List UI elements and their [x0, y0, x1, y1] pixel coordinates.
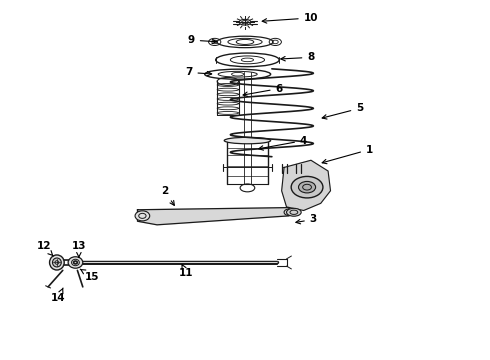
Ellipse shape: [49, 255, 64, 270]
Text: 3: 3: [296, 215, 317, 224]
Ellipse shape: [287, 208, 301, 216]
Text: 13: 13: [72, 241, 86, 257]
Text: 12: 12: [36, 241, 53, 256]
Text: 7: 7: [185, 67, 212, 77]
Text: 10: 10: [262, 13, 318, 23]
Ellipse shape: [291, 176, 323, 198]
Text: 14: 14: [51, 288, 66, 303]
Ellipse shape: [72, 259, 79, 266]
Text: 1: 1: [322, 144, 373, 164]
Text: 6: 6: [243, 84, 283, 96]
Ellipse shape: [284, 209, 294, 216]
Text: 5: 5: [322, 103, 364, 119]
Text: 11: 11: [179, 265, 194, 278]
Ellipse shape: [68, 257, 83, 268]
Text: 2: 2: [161, 186, 174, 205]
Polygon shape: [282, 160, 331, 211]
Text: 4: 4: [259, 136, 307, 150]
Ellipse shape: [298, 181, 316, 193]
Polygon shape: [138, 208, 289, 225]
Text: 9: 9: [188, 35, 217, 45]
Ellipse shape: [135, 211, 150, 221]
Text: 8: 8: [281, 52, 315, 62]
Text: 15: 15: [80, 269, 100, 282]
Ellipse shape: [224, 137, 270, 144]
Ellipse shape: [52, 258, 61, 267]
